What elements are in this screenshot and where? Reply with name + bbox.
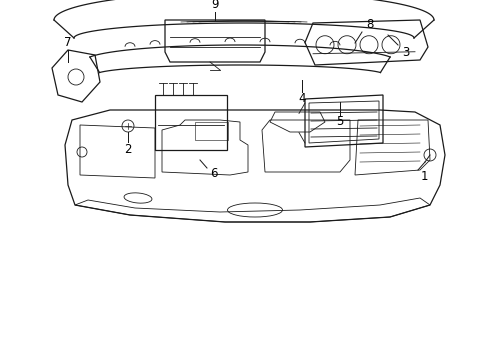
Text: 8: 8: [366, 18, 373, 31]
Text: 6: 6: [210, 167, 217, 180]
Text: 1: 1: [419, 171, 427, 184]
Text: 7: 7: [64, 36, 72, 49]
Text: 9: 9: [211, 0, 218, 12]
Text: 3: 3: [402, 45, 409, 58]
Text: 4: 4: [298, 93, 305, 105]
Text: 2: 2: [124, 144, 131, 157]
Text: 5: 5: [336, 116, 343, 129]
